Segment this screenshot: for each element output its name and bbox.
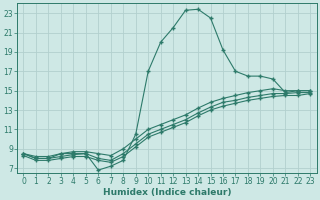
- X-axis label: Humidex (Indice chaleur): Humidex (Indice chaleur): [103, 188, 231, 197]
